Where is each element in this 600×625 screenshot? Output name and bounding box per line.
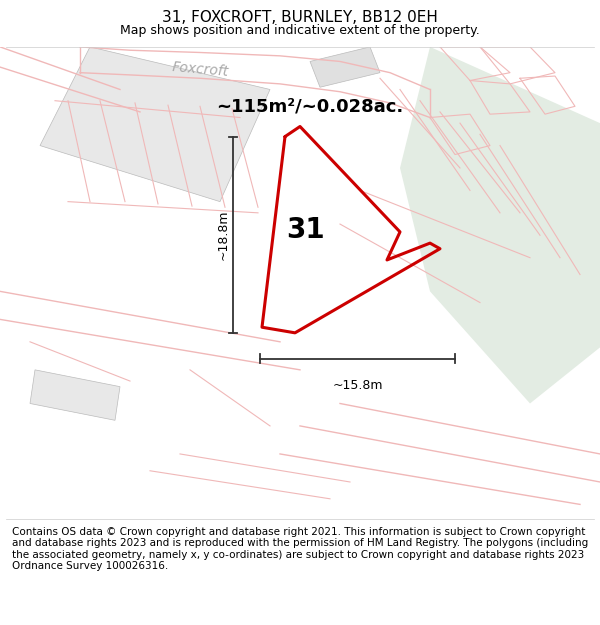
- Polygon shape: [310, 47, 380, 88]
- Text: 31, FOXCROFT, BURNLEY, BB12 0EH: 31, FOXCROFT, BURNLEY, BB12 0EH: [162, 10, 438, 25]
- Text: ~15.8m: ~15.8m: [332, 379, 383, 392]
- Text: ~115m²/~0.028ac.: ~115m²/~0.028ac.: [217, 98, 404, 115]
- Text: Foxcroft: Foxcroft: [171, 60, 229, 79]
- Polygon shape: [400, 47, 600, 404]
- Text: Contains OS data © Crown copyright and database right 2021. This information is : Contains OS data © Crown copyright and d…: [12, 526, 588, 571]
- Polygon shape: [40, 47, 270, 202]
- Polygon shape: [30, 370, 120, 420]
- Text: ~18.8m: ~18.8m: [217, 209, 229, 260]
- Text: 31: 31: [286, 216, 325, 244]
- Text: Map shows position and indicative extent of the property.: Map shows position and indicative extent…: [120, 24, 480, 36]
